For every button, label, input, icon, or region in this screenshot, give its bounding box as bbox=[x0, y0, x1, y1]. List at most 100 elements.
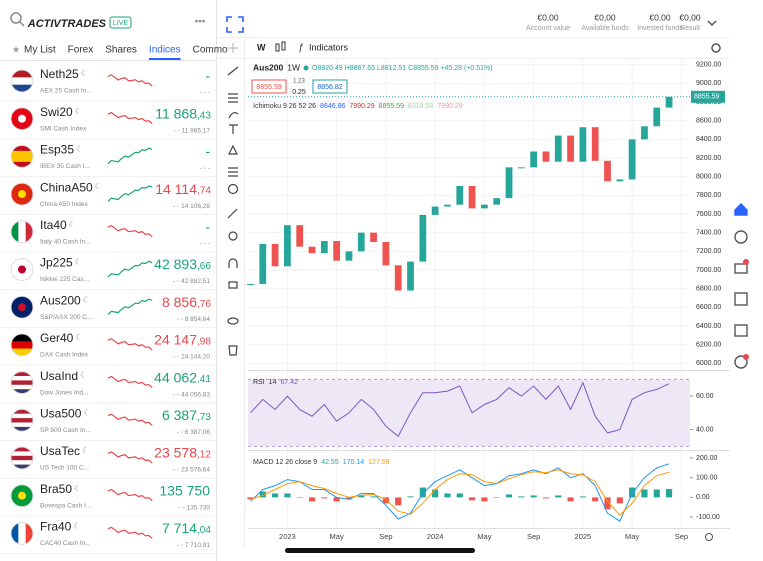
candle bbox=[296, 225, 304, 247]
price-sub: - ◦ 135 730 bbox=[178, 504, 210, 511]
tab[interactable]: My List bbox=[24, 45, 56, 56]
tool-trash[interactable] bbox=[228, 345, 238, 356]
y-tick-label: 7600.00 bbox=[696, 211, 721, 218]
tool-eye[interactable] bbox=[227, 317, 239, 325]
nav-news[interactable] bbox=[734, 292, 748, 306]
instrument-name: Esp35 bbox=[40, 143, 74, 157]
indicators-icon: ƒ bbox=[298, 43, 304, 54]
nav-calendar[interactable] bbox=[734, 324, 748, 337]
tool-zoom[interactable] bbox=[228, 231, 238, 241]
axis-settings[interactable] bbox=[705, 533, 713, 541]
candle-type-icon[interactable] bbox=[275, 41, 286, 52]
instrument-row[interactable]: Ger40 ☾ DAX Cash Index 24 147,98 - ◦ 24 144,… bbox=[0, 331, 216, 366]
nav-portfolio[interactable] bbox=[734, 230, 748, 244]
x-tick-label: 2024 bbox=[427, 532, 444, 541]
tool-pattern[interactable] bbox=[228, 144, 238, 155]
flag-stripe bbox=[25, 522, 33, 545]
candle-icon-b bbox=[281, 41, 286, 51]
indicators-button[interactable]: Indicators bbox=[309, 42, 349, 52]
tool-brush[interactable] bbox=[228, 112, 239, 119]
tool-lines[interactable] bbox=[228, 93, 238, 103]
price-decimals: ,74 bbox=[197, 186, 211, 197]
instrument-row[interactable]: Jp225 ☾ Nikkei 225 Cas... 42 893,66 - ◦ 42 8… bbox=[0, 256, 216, 291]
instrument-row[interactable]: Swi20 ☾ SMI Cash Index 11 868,43 - ◦ 11 865,… bbox=[0, 105, 216, 140]
menu[interactable]: ••• bbox=[195, 17, 206, 28]
instrument-row[interactable]: ChinaA50 ☾ China A50 Index 14 114,74 - ◦ 14 … bbox=[0, 180, 216, 215]
tool-trendline[interactable] bbox=[227, 66, 239, 76]
flag-border bbox=[10, 69, 34, 93]
macd-histogram-bar bbox=[247, 497, 254, 500]
price-sub: - ◦ 24 144,20 bbox=[173, 354, 210, 361]
closed-icon: ☾ bbox=[74, 484, 81, 493]
instrument-row[interactable]: Aus200 ☾ S&P/ASX 200 C... 8 856,76 - ◦ 8 854… bbox=[0, 293, 216, 328]
price-decimals: ,66 bbox=[197, 261, 211, 272]
macd-histogram-bar bbox=[259, 491, 266, 498]
instrument-row[interactable]: UsaTec ☾ US Tech 100 C... 23 578,12 - ◦ 23 5… bbox=[0, 444, 216, 479]
tool-lock[interactable] bbox=[228, 281, 238, 289]
candle bbox=[357, 232, 365, 252]
instrument-desc: IBEX 35 Cash I... bbox=[40, 163, 90, 170]
y-tick-label: 9200.00 bbox=[696, 62, 721, 69]
instrument-row[interactable]: Usa500 ☾ SP 500 Cash In... 6 387,73 - ◦ 6 38… bbox=[0, 406, 216, 441]
flag-border bbox=[10, 144, 34, 168]
closed-icon: ☾ bbox=[80, 371, 87, 380]
macd-histogram-bar bbox=[641, 489, 648, 498]
chevron[interactable] bbox=[707, 20, 717, 27]
instrument-row[interactable]: Neth25 ☾ AEX 25 Cash In... - - ◦ - bbox=[0, 67, 216, 102]
macd-histogram-bar bbox=[604, 497, 611, 510]
price-decimals: ,98 bbox=[197, 337, 211, 348]
macd-legend-value: 127.59 bbox=[368, 459, 390, 466]
candle bbox=[493, 198, 501, 205]
instrument-row[interactable]: Esp35 ☾ IBEX 35 Cash I... - - ◦ - bbox=[0, 143, 216, 178]
candle bbox=[542, 151, 550, 162]
tool-ruler[interactable] bbox=[227, 208, 238, 219]
price-sub: - ◦ 14 106,28 bbox=[173, 203, 210, 210]
account-value: €0,00 bbox=[594, 12, 616, 22]
instrument-row[interactable]: Bra50 ☾ Bovespa Cash I... 135 750 - ◦ 135 73… bbox=[0, 482, 216, 517]
expand-icon[interactable] bbox=[226, 16, 244, 33]
macd-histogram-bar bbox=[518, 496, 525, 498]
tool-emoji[interactable] bbox=[227, 183, 239, 195]
expand-icon-path bbox=[226, 16, 244, 33]
instrument-row[interactable]: Fra40 ☾ CAC40 Cash In... 7 714,04 - ◦ 7 710,… bbox=[0, 520, 216, 555]
settings-icon[interactable] bbox=[711, 43, 721, 53]
candle bbox=[259, 243, 267, 284]
y-tick-label: 7200.00 bbox=[696, 248, 721, 255]
instrument-desc: Italy 40 Cash In... bbox=[40, 239, 91, 246]
y-tick-label: 6400.00 bbox=[696, 323, 721, 330]
legend-ohlc: O8820.49 H8867.65 L8812.51 C8855.59 +45.… bbox=[312, 65, 493, 72]
x-tick-label: May bbox=[625, 532, 639, 541]
tab[interactable]: Commo bbox=[193, 45, 228, 56]
instrument-name: Ger40 bbox=[40, 331, 74, 345]
flag-stripe bbox=[25, 220, 33, 243]
ask-box bbox=[312, 79, 348, 94]
macd-histogram-bar bbox=[665, 489, 673, 498]
y-tick-label: 8200.00 bbox=[696, 155, 721, 162]
instrument-row[interactable]: Ita40 ☾ Italy 40 Cash In... - - ◦ - bbox=[0, 218, 216, 253]
nav-inbox[interactable] bbox=[734, 263, 748, 274]
tab[interactable]: Shares bbox=[105, 45, 137, 56]
candle bbox=[468, 186, 476, 209]
candle bbox=[431, 206, 439, 215]
tool-fib[interactable] bbox=[228, 167, 238, 177]
price: 42 893 bbox=[154, 256, 197, 272]
tab[interactable]: Forex bbox=[68, 45, 94, 56]
account-label: Available funds bbox=[581, 25, 629, 32]
tool-magnet[interactable] bbox=[228, 258, 238, 268]
interval-button[interactable]: W bbox=[257, 42, 266, 52]
flag-border bbox=[10, 295, 34, 319]
tool-crosshair[interactable] bbox=[228, 43, 238, 53]
nav-home[interactable] bbox=[734, 203, 748, 216]
macd-histogram-bar bbox=[296, 497, 303, 498]
sparkline bbox=[107, 185, 153, 202]
y-tick-label: 6800.00 bbox=[696, 286, 721, 293]
search-icon[interactable] bbox=[10, 12, 22, 24]
tab[interactable]: Indices bbox=[149, 45, 181, 56]
ichimoku-value: 8646.86 bbox=[320, 103, 345, 110]
instrument-row[interactable]: UsaInd ☾ Dow Jones Ind... 44 062,41 - ◦ 44 0… bbox=[0, 369, 216, 404]
ask: 8856.82 bbox=[317, 84, 342, 91]
nav-profile[interactable] bbox=[734, 355, 748, 369]
y-tick-label: 6200.00 bbox=[696, 342, 721, 349]
flag-stripe bbox=[11, 161, 33, 168]
tool-text[interactable] bbox=[229, 124, 238, 134]
